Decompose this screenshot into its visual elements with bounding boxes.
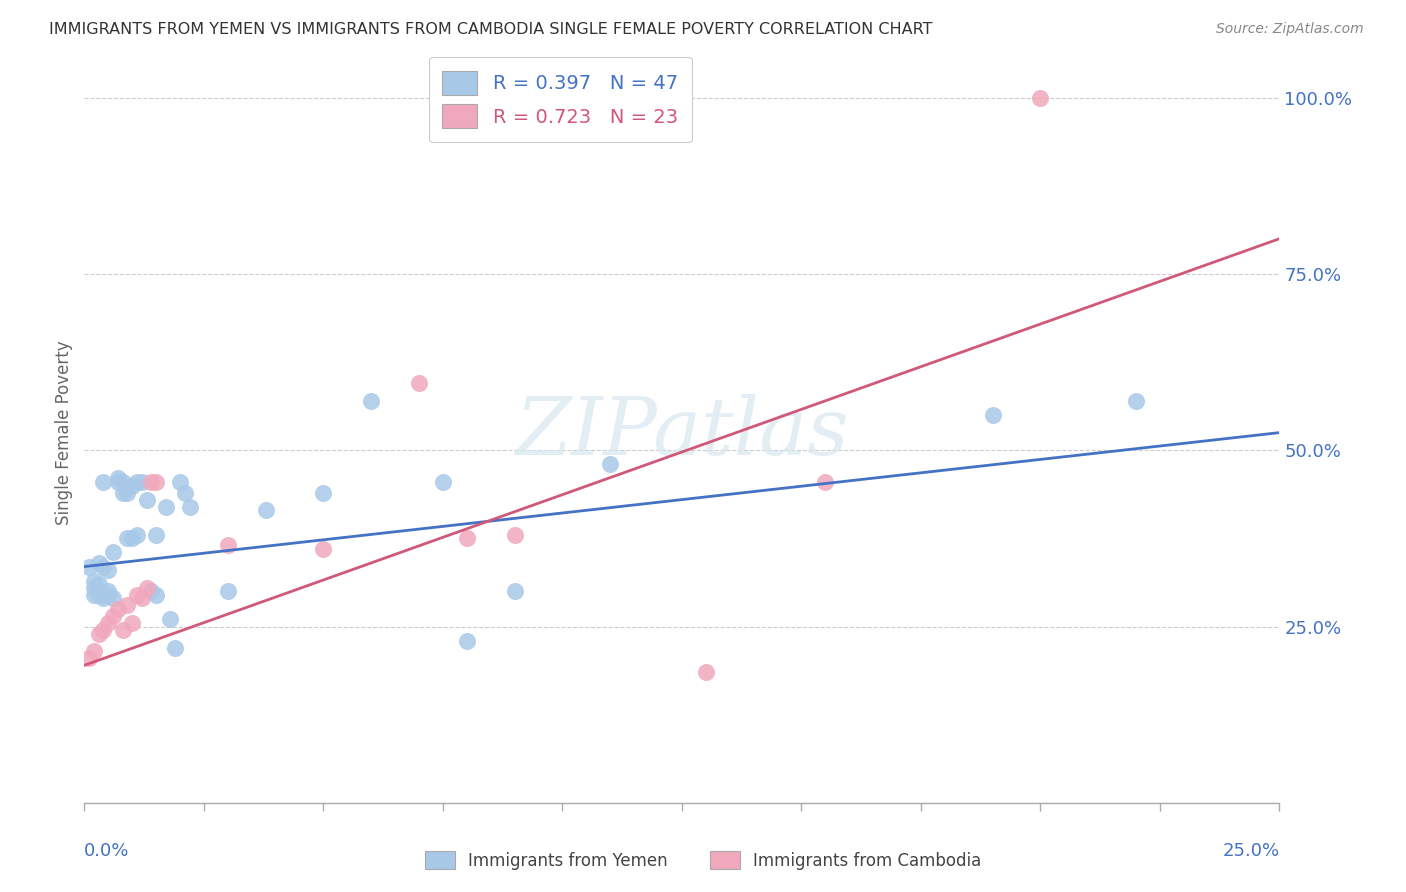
Point — [87, 626, 110, 640]
Point — [83, 574, 105, 588]
Point — [173, 485, 195, 500]
Point — [83, 644, 105, 658]
Point — [125, 528, 148, 542]
Text: Source: ZipAtlas.com: Source: ZipAtlas.com — [1216, 22, 1364, 37]
Point — [101, 545, 124, 559]
Point — [107, 475, 129, 489]
Point — [179, 500, 201, 514]
Point — [145, 588, 167, 602]
Point — [93, 623, 115, 637]
Point — [165, 640, 187, 655]
Point — [312, 541, 335, 556]
Legend: R = 0.397   N = 47, R = 0.723   N = 23: R = 0.397 N = 47, R = 0.723 N = 23 — [429, 57, 692, 142]
Point — [97, 615, 120, 630]
Point — [131, 591, 153, 606]
Point — [254, 503, 277, 517]
Point — [97, 584, 120, 599]
Point — [87, 588, 110, 602]
Point — [145, 528, 167, 542]
Point — [131, 475, 153, 489]
Point — [107, 602, 129, 616]
Point — [93, 475, 115, 489]
Point — [101, 609, 124, 624]
Point — [141, 475, 163, 489]
Point — [111, 485, 134, 500]
Point — [456, 633, 478, 648]
Text: IMMIGRANTS FROM YEMEN VS IMMIGRANTS FROM CAMBODIA SINGLE FEMALE POVERTY CORRELAT: IMMIGRANTS FROM YEMEN VS IMMIGRANTS FROM… — [49, 22, 932, 37]
Point — [456, 532, 478, 546]
Point — [145, 475, 167, 489]
Legend: Immigrants from Yemen, Immigrants from Cambodia: Immigrants from Yemen, Immigrants from C… — [418, 845, 988, 877]
Point — [87, 577, 110, 591]
Point — [77, 559, 100, 574]
Point — [101, 591, 124, 606]
Point — [93, 559, 115, 574]
Point — [599, 458, 621, 472]
Text: 25.0%: 25.0% — [1222, 842, 1279, 860]
Point — [1125, 393, 1147, 408]
Point — [695, 665, 717, 680]
Point — [117, 599, 139, 613]
Point — [135, 492, 157, 507]
Point — [141, 584, 163, 599]
Point — [432, 475, 454, 489]
Y-axis label: Single Female Poverty: Single Female Poverty — [55, 341, 73, 524]
Point — [107, 471, 129, 485]
Point — [111, 623, 134, 637]
Point — [312, 485, 335, 500]
Point — [83, 581, 105, 595]
Point — [125, 475, 148, 489]
Point — [408, 376, 430, 391]
Point — [117, 532, 139, 546]
Point — [217, 538, 239, 552]
Point — [83, 588, 105, 602]
Point — [121, 478, 143, 492]
Point — [121, 615, 143, 630]
Point — [93, 591, 115, 606]
Point — [97, 588, 120, 602]
Point — [111, 475, 134, 489]
Point — [981, 408, 1004, 422]
Text: 0.0%: 0.0% — [84, 842, 129, 860]
Point — [121, 532, 143, 546]
Point — [97, 563, 120, 577]
Point — [503, 528, 526, 542]
Point — [117, 485, 139, 500]
Point — [217, 584, 239, 599]
Point — [503, 584, 526, 599]
Point — [87, 584, 110, 599]
Point — [125, 588, 148, 602]
Point — [155, 500, 177, 514]
Point — [159, 612, 181, 626]
Point — [360, 393, 382, 408]
Point — [87, 556, 110, 570]
Point — [77, 651, 100, 665]
Point — [169, 475, 191, 489]
Point — [814, 475, 837, 489]
Point — [1029, 91, 1052, 105]
Text: ZIPatlas: ZIPatlas — [515, 394, 849, 471]
Point — [135, 581, 157, 595]
